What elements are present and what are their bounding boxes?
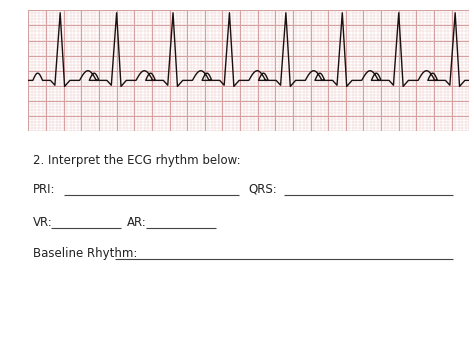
Text: VR:: VR: — [33, 216, 53, 229]
Text: AR:: AR: — [127, 216, 147, 229]
Text: PRI:: PRI: — [33, 183, 55, 196]
Text: 2. Interpret the ECG rhythm below:: 2. Interpret the ECG rhythm below: — [33, 154, 241, 167]
Text: QRS:: QRS: — [249, 183, 278, 196]
Text: Baseline Rhythm:: Baseline Rhythm: — [33, 247, 137, 260]
